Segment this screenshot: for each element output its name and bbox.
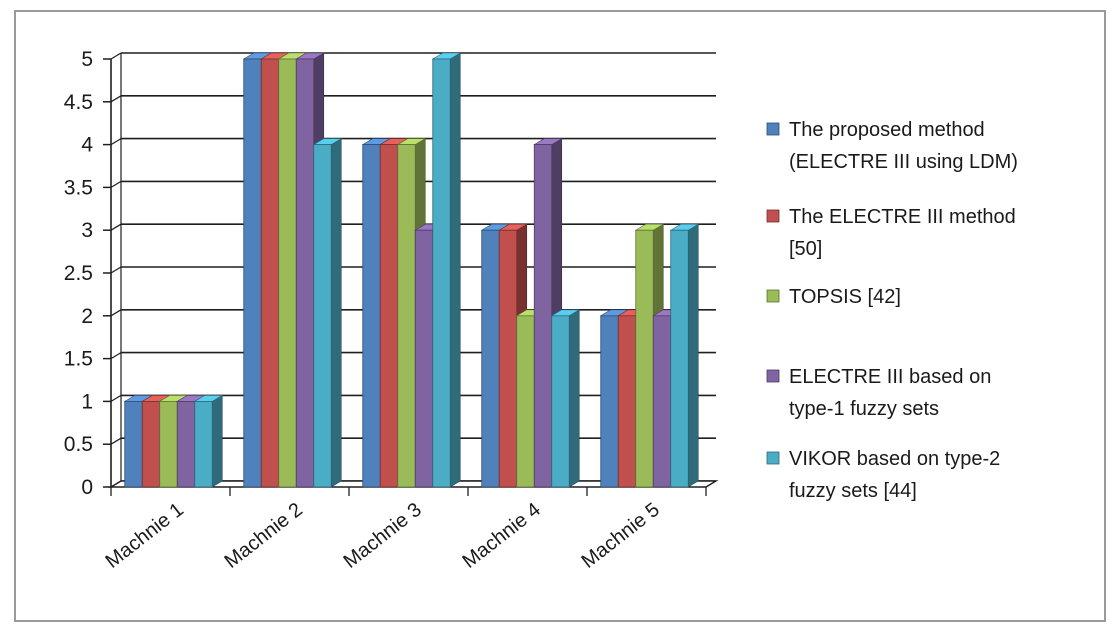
y-tick-label: 3 [81,219,93,242]
y-tick-label: 4.5 [64,91,93,114]
gridline-depth [110,180,122,188]
legend-label: The ELECTRE III method [789,206,1016,228]
y-tick-label: 1 [81,390,93,413]
y-tick-labels: 0 0.5 1 1.5 2 2.5 3 3.5 4 4.5 5 [64,48,94,499]
legend-swatch [766,289,780,303]
legend-label: ELECTRE III based on [789,366,991,388]
legend-label: (ELECTRE III using LDM) [789,151,1018,173]
y-tick-label: 0 [81,476,93,499]
legend-entry: VIKOR based on type-2 fuzzy sets [44] [766,448,1000,502]
y-tick-label: 4 [81,134,93,157]
gridline-depth [110,394,122,402]
chart-frame: 0 0.5 1 1.5 2 2.5 3 3.5 4 4.5 5 Machnie 1 Machnie 2… [14,10,1106,622]
x-category-labels: Machnie 1 Machnie 2 Machnie 3 Machnie 4 Mach… [102,499,664,573]
gridline-depth [110,437,122,445]
legend-label: VIKOR based on type-2 [789,448,1000,470]
y-tick-label: 3.5 [64,176,93,199]
x-category-label: Machnie 4 [459,499,545,573]
legend-label: TOPSIS [42] [789,286,901,308]
legend-swatch [766,209,780,223]
y-tick-label: 0.5 [64,433,93,456]
legend-entry: The ELECTRE III method [50] [766,206,1016,260]
x-category-label: Machnie 2 [221,499,307,573]
legend-label: The proposed method [789,119,985,141]
gridline-depth [110,138,122,146]
legend-label: fuzzy sets [44] [789,480,917,502]
bar-chart: 0 0.5 1 1.5 2 2.5 3 3.5 4 4.5 5 Machnie 1 Machnie 2… [64,48,1018,573]
legend: The proposed method (ELECTRE III using LD… [766,119,1018,502]
bars [123,52,700,488]
bar [431,52,462,488]
gridline-depth [110,223,122,231]
gridline-depth [110,266,122,274]
y-tick-label: 5 [81,48,93,71]
legend-entry: The proposed method (ELECTRE III using LD… [766,119,1018,173]
x-category-label: Machnie 3 [340,499,426,573]
gridline-depth [110,309,122,317]
gridline-depth [110,52,122,60]
y-tick-label: 2.5 [64,262,93,285]
legend-entry: ELECTRE III based on type-1 fuzzy sets [766,366,991,420]
gridline-depth [110,95,122,103]
bar [550,309,581,488]
gridline-depth [110,352,122,360]
bar [193,394,224,488]
legend-swatch [766,122,780,136]
y-tick-label: 2 [81,305,93,328]
legend-entry: TOPSIS [42] [766,286,901,308]
legend-label: type-1 fuzzy sets [789,398,939,420]
legend-label: [50] [789,238,822,260]
legend-swatch [766,369,780,383]
legend-swatch [766,451,780,465]
x-category-label: Machnie 5 [578,499,664,573]
x-category-label: Machnie 1 [102,499,188,573]
bar [312,138,343,488]
bar [669,223,700,488]
y-tick-label: 1.5 [64,348,93,371]
